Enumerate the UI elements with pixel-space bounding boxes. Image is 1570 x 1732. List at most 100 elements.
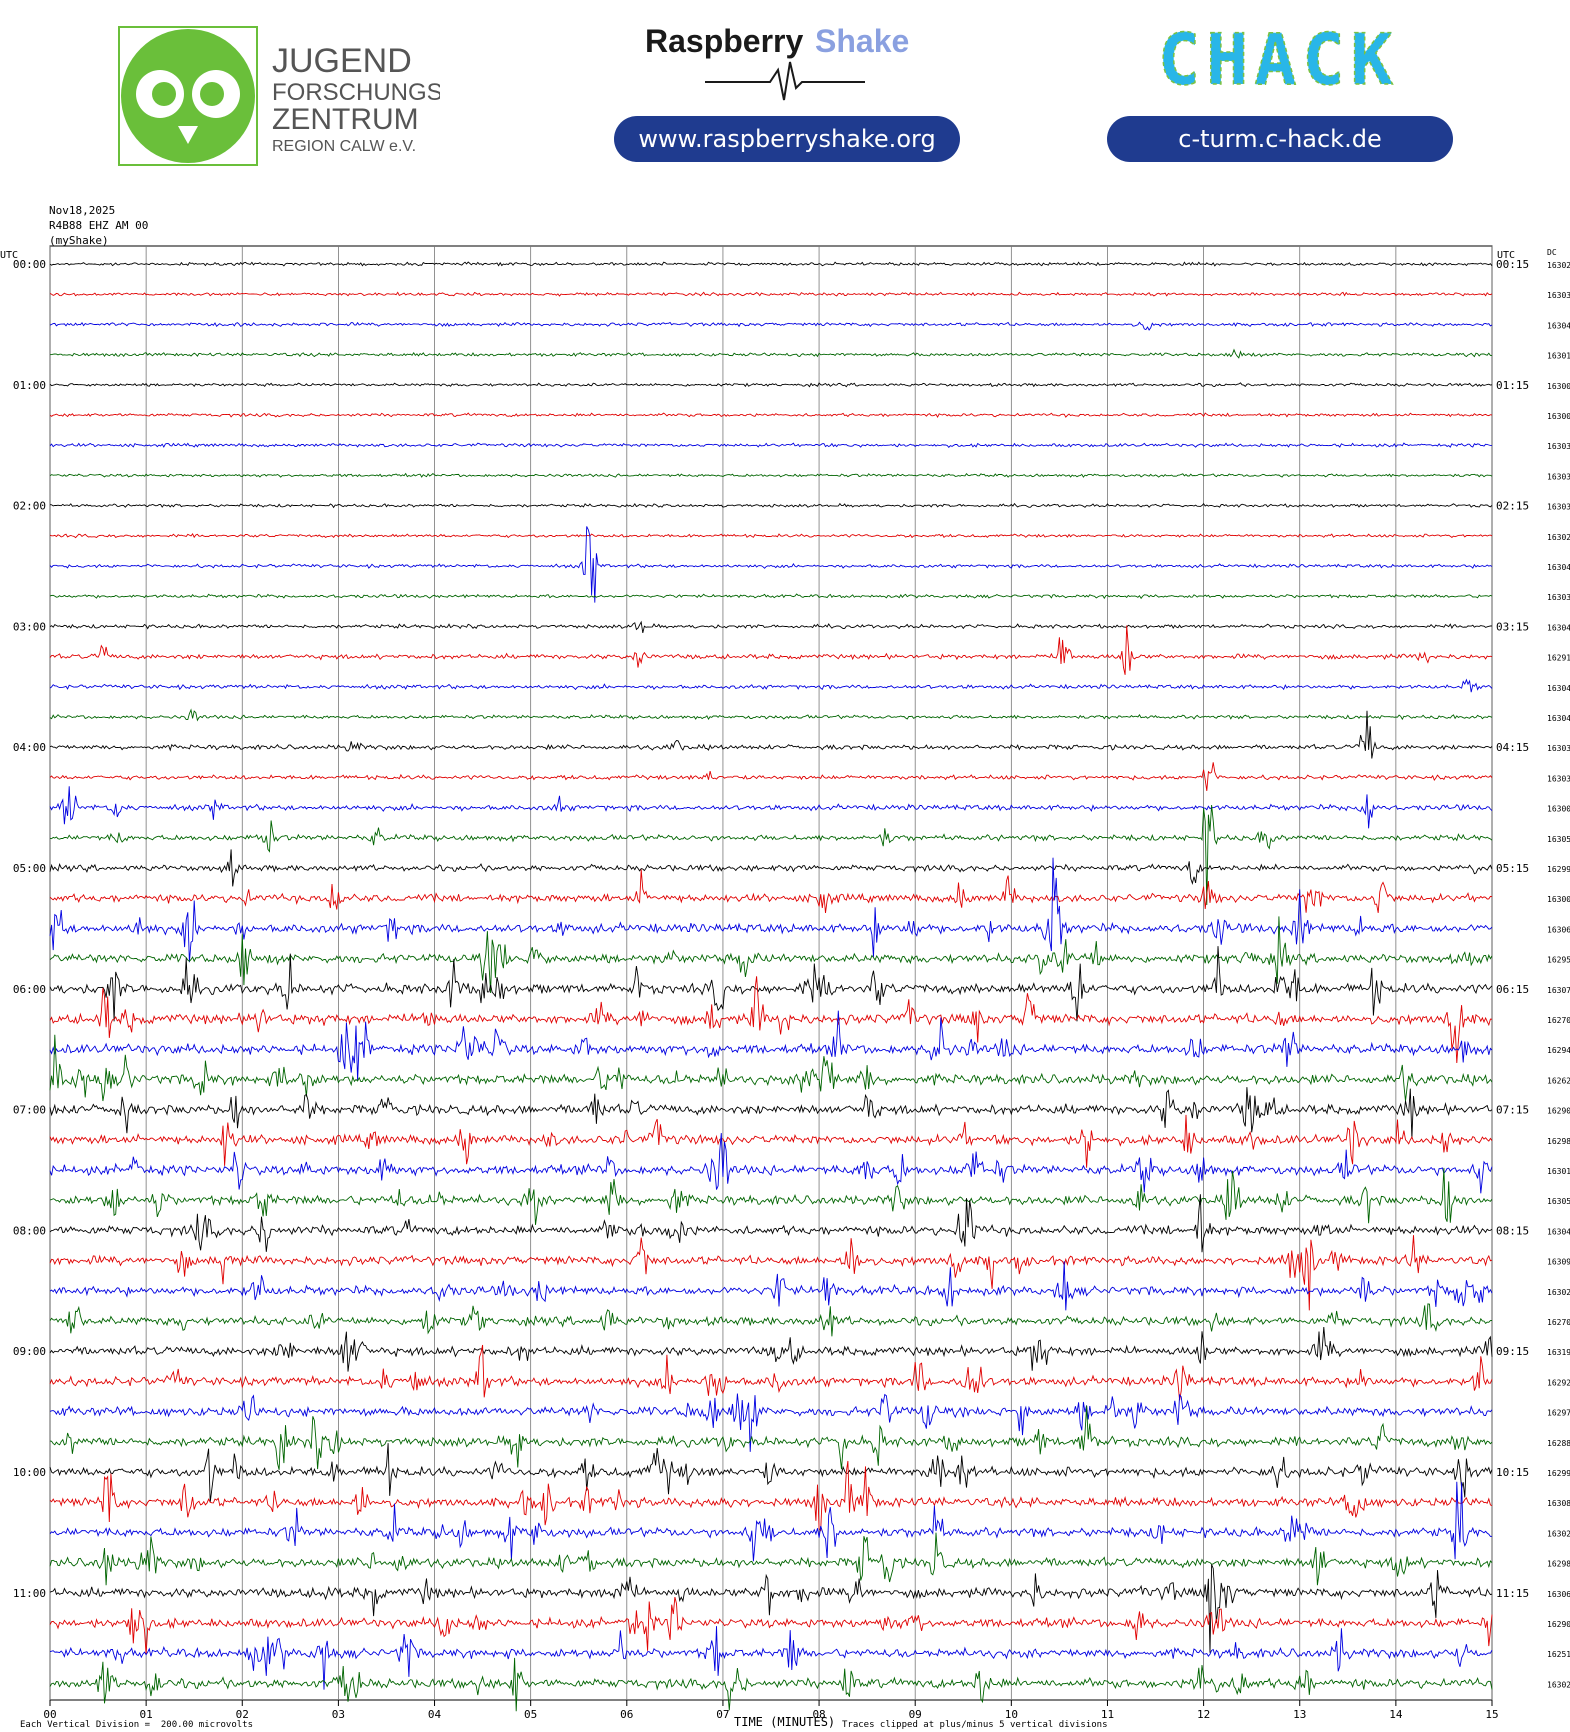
dc-value-label: 16251 xyxy=(1547,1650,1570,1659)
trace-line xyxy=(49,1114,1493,1168)
dc-value-label: 16304 xyxy=(1547,714,1570,723)
trace-line xyxy=(49,1344,1493,1401)
trace-line xyxy=(49,1303,1493,1337)
dc-value-label: 16262 xyxy=(1547,1076,1570,1085)
x-tick-label: 03 xyxy=(332,1708,345,1721)
trace-line xyxy=(49,678,1493,693)
trace-line xyxy=(49,1481,1493,1562)
dc-value-label: 16302 xyxy=(1547,533,1570,542)
trace-line xyxy=(49,442,1493,448)
x-tick-label: 11 xyxy=(1101,1708,1114,1721)
left-time-label: 00:00 xyxy=(13,258,46,271)
x-tick-label: 10 xyxy=(1005,1708,1018,1721)
dc-value-label: 16292 xyxy=(1547,1378,1570,1387)
dc-value-label: 16305 xyxy=(1547,1197,1570,1206)
trace-line xyxy=(49,348,1492,359)
left-time-label: 03:00 xyxy=(13,620,46,633)
x-tick-label: 01 xyxy=(140,1708,153,1721)
x-tick-label: 12 xyxy=(1197,1708,1210,1721)
dc-value-label: 16307 xyxy=(1547,986,1570,995)
left-time-label: 01:00 xyxy=(13,379,46,392)
dc-value-label: 16304 xyxy=(1547,1227,1570,1236)
x-tick-label: 13 xyxy=(1293,1708,1306,1721)
dc-value-label: 16301 xyxy=(1547,1167,1570,1176)
seismograph-wave-icon xyxy=(705,61,865,101)
dc-value-label: 16304 xyxy=(1547,563,1570,572)
dc-value-label: 16295 xyxy=(1547,956,1570,965)
clipping-note: Traces clipped at plus/minus 5 vertical … xyxy=(842,1720,1108,1730)
dc-value-label: 16303 xyxy=(1547,593,1570,602)
dc-value-label: 16306 xyxy=(1547,925,1570,934)
dc-value-label: 16306 xyxy=(1547,1590,1570,1599)
x-tick-label: 06 xyxy=(620,1708,633,1721)
vertical-division-note: Each Vertical Division = 200.00 microvol… xyxy=(20,1720,253,1730)
dc-value-label: 16303 xyxy=(1547,291,1570,300)
x-tick-label: 09 xyxy=(909,1708,922,1721)
trace-line xyxy=(49,321,1493,331)
raspberryshake-url-link[interactable]: www.raspberryshake.org xyxy=(614,116,960,162)
dc-value-label: 16298 xyxy=(1547,1560,1570,1569)
plot-grid xyxy=(49,245,1493,1706)
dc-value-label: 16302 xyxy=(1547,1288,1570,1297)
right-time-label: 11:15 xyxy=(1496,1587,1529,1600)
helicorder-seismogram: UTC UTC DC TIME (MINUTES) 00 01 02 03 04 05 06… xyxy=(0,245,1570,1729)
x-tick-label: 14 xyxy=(1389,1708,1403,1721)
trace-line xyxy=(49,1087,1493,1139)
right-axis-header: UTC xyxy=(1497,250,1515,261)
dc-value-label: 16291 xyxy=(1547,654,1570,663)
x-axis-label: TIME (MINUTES) xyxy=(734,1715,835,1729)
chack-logo: CHACK xyxy=(1158,28,1393,94)
dc-value-label: 16304 xyxy=(1547,623,1570,632)
rs-brand-1: Raspberry xyxy=(645,23,804,59)
trace-line xyxy=(49,502,1493,509)
jugend-forschungs-zentrum-logo: JUGEND FORSCHUNGS ZENTRUM REGION CALW e.… xyxy=(118,26,440,166)
right-time-label: 09:15 xyxy=(1496,1345,1529,1358)
trace-line xyxy=(49,472,1493,478)
trace-line xyxy=(49,526,1493,603)
trace-line xyxy=(49,412,1493,419)
station-metadata: Nov18,2025 R4B88 EHZ AM 00 (myShake) xyxy=(49,203,148,248)
trace-line xyxy=(49,1596,1493,1655)
trace-line xyxy=(49,1034,1493,1102)
dc-value-label: 16304 xyxy=(1547,321,1570,330)
trace-line xyxy=(49,1405,1493,1470)
axis-labels: UTC UTC DC TIME (MINUTES) 00 01 02 03 04 05 06… xyxy=(0,248,1570,1729)
trace-line xyxy=(49,804,1493,906)
plot-frame xyxy=(49,245,1493,1701)
dc-value-label: 16303 xyxy=(1547,503,1570,512)
trace-line xyxy=(49,625,1493,675)
dc-value-label: 16301 xyxy=(1547,352,1570,361)
dc-value-label: 16302 xyxy=(1547,1680,1570,1689)
right-time-label: 03:15 xyxy=(1496,620,1529,633)
dc-value-label: 16300 xyxy=(1547,895,1570,904)
dc-value-label: 16290 xyxy=(1547,1107,1570,1116)
dc-value-label: 16299 xyxy=(1547,1469,1570,1478)
dc-value-label: 16300 xyxy=(1547,382,1570,391)
right-time-label: 02:15 xyxy=(1496,500,1529,513)
dc-value-label: 16270 xyxy=(1547,1318,1570,1327)
jfz-line-2: FORSCHUNGS xyxy=(272,79,440,106)
trace-line xyxy=(49,1167,1493,1225)
dc-value-label: 16303 xyxy=(1547,744,1570,753)
x-tick-label: 02 xyxy=(236,1708,249,1721)
trace-line xyxy=(49,1194,1493,1253)
chack-url-link[interactable]: c-turm.c-hack.de xyxy=(1107,116,1453,162)
dc-value-label: 16270 xyxy=(1547,1016,1570,1025)
left-time-label: 09:00 xyxy=(13,1345,46,1358)
x-tick-label: 04 xyxy=(428,1708,442,1721)
record-date: Nov18,2025 xyxy=(49,204,116,217)
left-time-label: 10:00 xyxy=(13,1466,46,1479)
dc-header: DC xyxy=(1547,248,1557,257)
raspberry-shake-logo: Raspberry Shake xyxy=(645,23,909,101)
trace-line xyxy=(49,762,1493,791)
trace-line xyxy=(49,261,1493,267)
seismic-traces xyxy=(49,261,1493,1712)
left-time-label: 07:00 xyxy=(13,1104,46,1117)
trace-line xyxy=(49,1532,1493,1586)
trace-line xyxy=(49,593,1493,600)
x-tick-label: 08 xyxy=(812,1708,825,1721)
trace-line xyxy=(49,533,1493,539)
dc-value-label: 16302 xyxy=(1547,261,1570,270)
dc-value-label: 16300 xyxy=(1547,805,1570,814)
dc-value-label: 16319 xyxy=(1547,1348,1570,1357)
